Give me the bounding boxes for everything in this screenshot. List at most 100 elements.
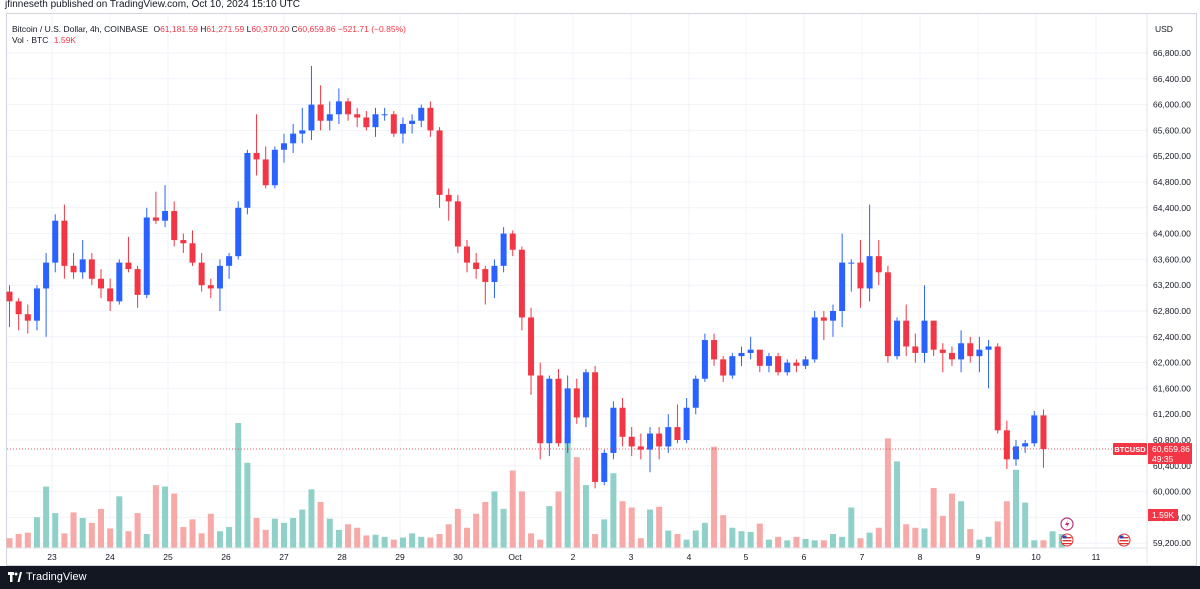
candle[interactable] [372, 107, 379, 137]
candle[interactable] [528, 307, 535, 395]
candle[interactable] [216, 259, 223, 311]
candle[interactable] [390, 111, 397, 137]
candle[interactable] [729, 352, 736, 379]
price-axis[interactable]: USD 66,800.00 66,400.00 66,000.00 65,600.00 6… [1146, 14, 1191, 564]
candle[interactable] [811, 311, 818, 363]
candle[interactable] [857, 240, 864, 308]
candle[interactable] [43, 252, 50, 337]
candle[interactable] [143, 207, 150, 299]
candle[interactable] [418, 104, 425, 128]
candle[interactable] [116, 259, 123, 305]
currency-label[interactable]: USD [1155, 24, 1173, 34]
candle[interactable] [637, 433, 644, 460]
candle[interactable] [692, 375, 699, 415]
candle[interactable] [830, 304, 836, 337]
candle[interactable] [967, 336, 974, 363]
candle[interactable] [665, 414, 672, 453]
candle[interactable] [1031, 410, 1038, 447]
candle[interactable] [6, 285, 13, 328]
candle[interactable] [345, 98, 352, 121]
candle[interactable] [720, 356, 727, 382]
candle[interactable] [555, 369, 562, 447]
candle[interactable] [1040, 409, 1047, 468]
candle[interactable] [546, 375, 553, 457]
candle[interactable] [299, 107, 306, 144]
candle[interactable] [948, 346, 955, 366]
candle[interactable] [253, 114, 260, 176]
candle[interactable] [784, 359, 791, 376]
candle[interactable] [107, 278, 114, 311]
candle[interactable] [711, 333, 718, 366]
candle[interactable] [500, 227, 507, 273]
candle[interactable] [454, 194, 461, 253]
candle[interactable] [271, 146, 278, 189]
candle[interactable] [912, 333, 919, 363]
candle[interactable] [61, 204, 68, 279]
candle[interactable] [354, 107, 361, 128]
candle[interactable] [820, 311, 827, 341]
candle[interactable] [317, 85, 324, 131]
candle[interactable] [564, 375, 571, 453]
candle[interactable] [509, 230, 516, 257]
candle[interactable] [747, 336, 754, 360]
candle[interactable] [839, 233, 846, 328]
candle[interactable] [756, 349, 763, 373]
candle[interactable] [152, 191, 159, 224]
candle[interactable] [592, 365, 599, 489]
us-flag-future-icon[interactable] [1117, 533, 1131, 547]
candle[interactable] [939, 343, 946, 373]
candle[interactable] [244, 149, 251, 215]
candle[interactable] [875, 240, 882, 286]
candle[interactable] [1022, 440, 1029, 453]
candle[interactable] [79, 240, 86, 279]
candle[interactable] [656, 427, 663, 460]
candle[interactable] [88, 252, 95, 286]
candle[interactable] [610, 401, 617, 460]
candle[interactable] [894, 317, 901, 360]
lightning-event-icon[interactable] [1060, 517, 1074, 531]
time-axis[interactable]: 23 24 25 26 27 28 29 30 Oct 2 3 4 5 6 7 8 9 10 11 [7, 547, 1147, 562]
candle[interactable] [537, 362, 544, 460]
candle[interactable] [290, 123, 297, 153]
candle[interactable] [765, 352, 772, 373]
candle[interactable] [482, 265, 489, 305]
candle[interactable] [207, 278, 214, 299]
candle[interactable] [582, 369, 589, 428]
candle[interactable] [701, 333, 708, 382]
candle[interactable] [619, 398, 626, 447]
candle[interactable] [491, 259, 498, 299]
candle[interactable] [573, 378, 580, 424]
candle[interactable] [930, 320, 937, 357]
candle[interactable] [409, 114, 416, 134]
us-flag-event-icon[interactable] [1060, 533, 1074, 547]
candle[interactable] [628, 427, 635, 457]
candle[interactable] [436, 127, 443, 208]
candle[interactable] [33, 285, 40, 331]
candle[interactable] [738, 346, 745, 366]
candle[interactable] [427, 101, 434, 137]
candle[interactable] [335, 88, 342, 124]
candle[interactable] [921, 285, 928, 363]
candle[interactable] [1013, 440, 1019, 466]
candle[interactable] [994, 343, 1001, 434]
candle[interactable] [866, 204, 873, 302]
candle[interactable] [399, 117, 406, 144]
candle[interactable] [445, 188, 452, 221]
candle[interactable] [98, 269, 104, 299]
legend-volume-label[interactable]: Vol · BTC [12, 35, 49, 45]
candle[interactable] [683, 398, 690, 444]
candle[interactable] [52, 214, 59, 273]
candle[interactable] [171, 201, 178, 247]
candle[interactable] [518, 246, 525, 331]
candle[interactable] [308, 65, 315, 141]
candle[interactable] [601, 449, 608, 486]
candle[interactable] [381, 107, 388, 121]
candle[interactable] [1003, 420, 1010, 470]
candle[interactable] [793, 359, 800, 373]
candle[interactable] [162, 185, 169, 228]
candle[interactable] [976, 336, 983, 373]
candle[interactable] [262, 146, 269, 189]
candle[interactable] [70, 252, 77, 279]
legend-symbol[interactable]: Bitcoin / U.S. Dollar, 4h, COINBASE [12, 24, 149, 34]
